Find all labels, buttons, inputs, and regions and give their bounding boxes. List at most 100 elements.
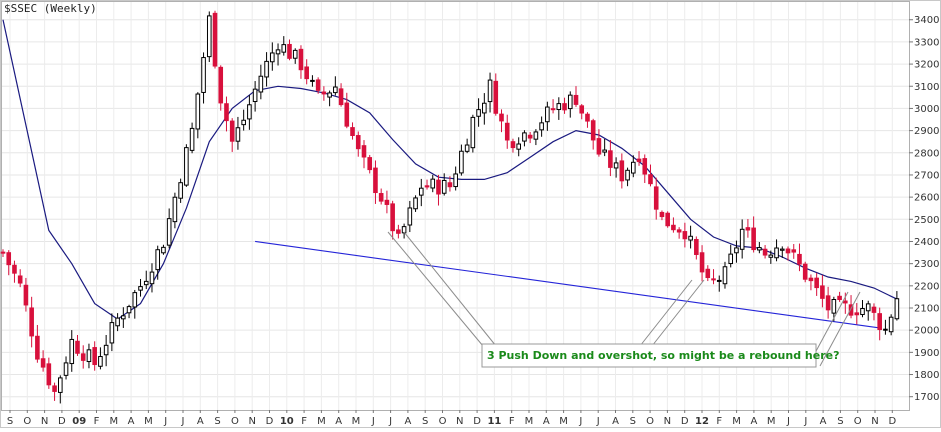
x-tick-label: J bbox=[388, 416, 392, 427]
candle-body bbox=[327, 92, 332, 98]
candle-body bbox=[184, 147, 189, 186]
x-tick-label: S bbox=[214, 416, 220, 427]
candle-body bbox=[459, 150, 464, 174]
candle-body bbox=[802, 263, 808, 280]
candle-body bbox=[0, 251, 6, 254]
y-tick-label: 2100 bbox=[914, 304, 939, 315]
horizontal-gridlines bbox=[2, 19, 909, 398]
candle-body bbox=[791, 249, 797, 253]
candle-body bbox=[350, 127, 355, 136]
candle-body bbox=[579, 105, 585, 114]
candle-body bbox=[17, 275, 23, 284]
y-tick-label: 3000 bbox=[914, 104, 939, 115]
x-tick-label: M bbox=[525, 416, 534, 427]
candle-body bbox=[556, 103, 562, 111]
candle-body bbox=[694, 239, 699, 255]
candle-body bbox=[224, 103, 229, 122]
candle-body bbox=[779, 248, 785, 251]
candle-body bbox=[510, 141, 516, 149]
candle-body bbox=[424, 185, 430, 188]
annotation-pointer bbox=[403, 231, 497, 347]
x-tick-label: O bbox=[439, 416, 447, 427]
x-tick-label: M bbox=[732, 416, 741, 427]
candle-body bbox=[75, 340, 80, 354]
candle-body bbox=[482, 102, 487, 114]
candle-body bbox=[12, 264, 17, 274]
x-tick-label: J bbox=[181, 416, 185, 427]
candle-body bbox=[132, 292, 138, 308]
candle-body bbox=[235, 127, 241, 142]
candle-body bbox=[143, 280, 149, 286]
annotation-box: 3 Push Down and overshot, so might be a … bbox=[481, 343, 839, 368]
candle-body bbox=[499, 113, 504, 122]
candle-body bbox=[121, 315, 126, 320]
candle-body bbox=[52, 385, 57, 392]
x-tick-label: S bbox=[7, 416, 13, 427]
candle-body bbox=[229, 120, 235, 142]
candle-body bbox=[344, 102, 350, 127]
candle-body bbox=[384, 199, 390, 205]
candle-body bbox=[436, 179, 441, 195]
candle-body bbox=[476, 109, 481, 117]
candle-body bbox=[504, 122, 510, 141]
candle-body bbox=[814, 277, 819, 289]
candle-body bbox=[883, 328, 888, 331]
annotation-pointer bbox=[639, 279, 693, 347]
candle-body bbox=[298, 48, 304, 71]
candle-body bbox=[98, 356, 103, 367]
candle-body bbox=[63, 362, 69, 376]
candle-body bbox=[178, 182, 183, 199]
candle-body bbox=[126, 306, 132, 314]
candle-body bbox=[292, 49, 298, 59]
candle-body bbox=[522, 132, 527, 142]
candle-body bbox=[287, 43, 292, 59]
candle-body bbox=[195, 93, 201, 130]
candle-body bbox=[201, 57, 206, 93]
candle-body bbox=[378, 193, 384, 202]
x-tick-label: J bbox=[163, 416, 167, 427]
candle-body bbox=[636, 158, 642, 163]
candle-body bbox=[751, 227, 756, 251]
candle-body bbox=[768, 254, 774, 258]
x-tick-label: J bbox=[371, 416, 375, 427]
candle-body bbox=[464, 144, 470, 152]
candle-body bbox=[888, 316, 894, 333]
candle-body bbox=[671, 224, 676, 231]
candle-body bbox=[155, 249, 161, 271]
candle-body bbox=[166, 218, 172, 246]
x-tick-label: F bbox=[301, 416, 307, 427]
y-tick-label: 3100 bbox=[914, 82, 939, 93]
candle-body bbox=[86, 349, 92, 363]
candle-body bbox=[92, 347, 97, 366]
x-tick-label: M bbox=[109, 416, 118, 427]
y-tick-label: 1900 bbox=[914, 348, 939, 359]
candle-body bbox=[734, 247, 739, 254]
candle-body bbox=[46, 363, 52, 386]
x-tick-label: A bbox=[543, 416, 550, 427]
x-tick-label: 09 bbox=[72, 416, 86, 427]
candlestick-series bbox=[0, 10, 900, 404]
candle-body bbox=[367, 157, 373, 171]
candle-body bbox=[688, 235, 693, 241]
candle-body bbox=[619, 160, 625, 182]
candle-body bbox=[642, 158, 648, 175]
y-tick-label: 2400 bbox=[914, 237, 939, 248]
x-tick-label: J bbox=[803, 416, 807, 427]
candle-body bbox=[785, 248, 791, 254]
candle-body bbox=[241, 119, 246, 126]
candle-body bbox=[843, 300, 848, 304]
x-tick-label: O bbox=[646, 416, 654, 427]
candle-body bbox=[722, 266, 728, 285]
candle-body bbox=[757, 247, 762, 251]
candle-body bbox=[539, 122, 544, 131]
x-axis-ticks: S O N D 09 F M A M J J A S O N D 10 F M A M J J A S O N D 11 F M A M J J A S… bbox=[7, 410, 896, 427]
candle-body bbox=[247, 104, 252, 120]
candle-body bbox=[808, 277, 814, 282]
candle-body bbox=[29, 307, 34, 337]
y-tick-label: 2700 bbox=[914, 170, 939, 181]
x-tick-label: A bbox=[197, 416, 204, 427]
candle-body bbox=[40, 358, 46, 368]
x-tick-label: J bbox=[578, 416, 582, 427]
